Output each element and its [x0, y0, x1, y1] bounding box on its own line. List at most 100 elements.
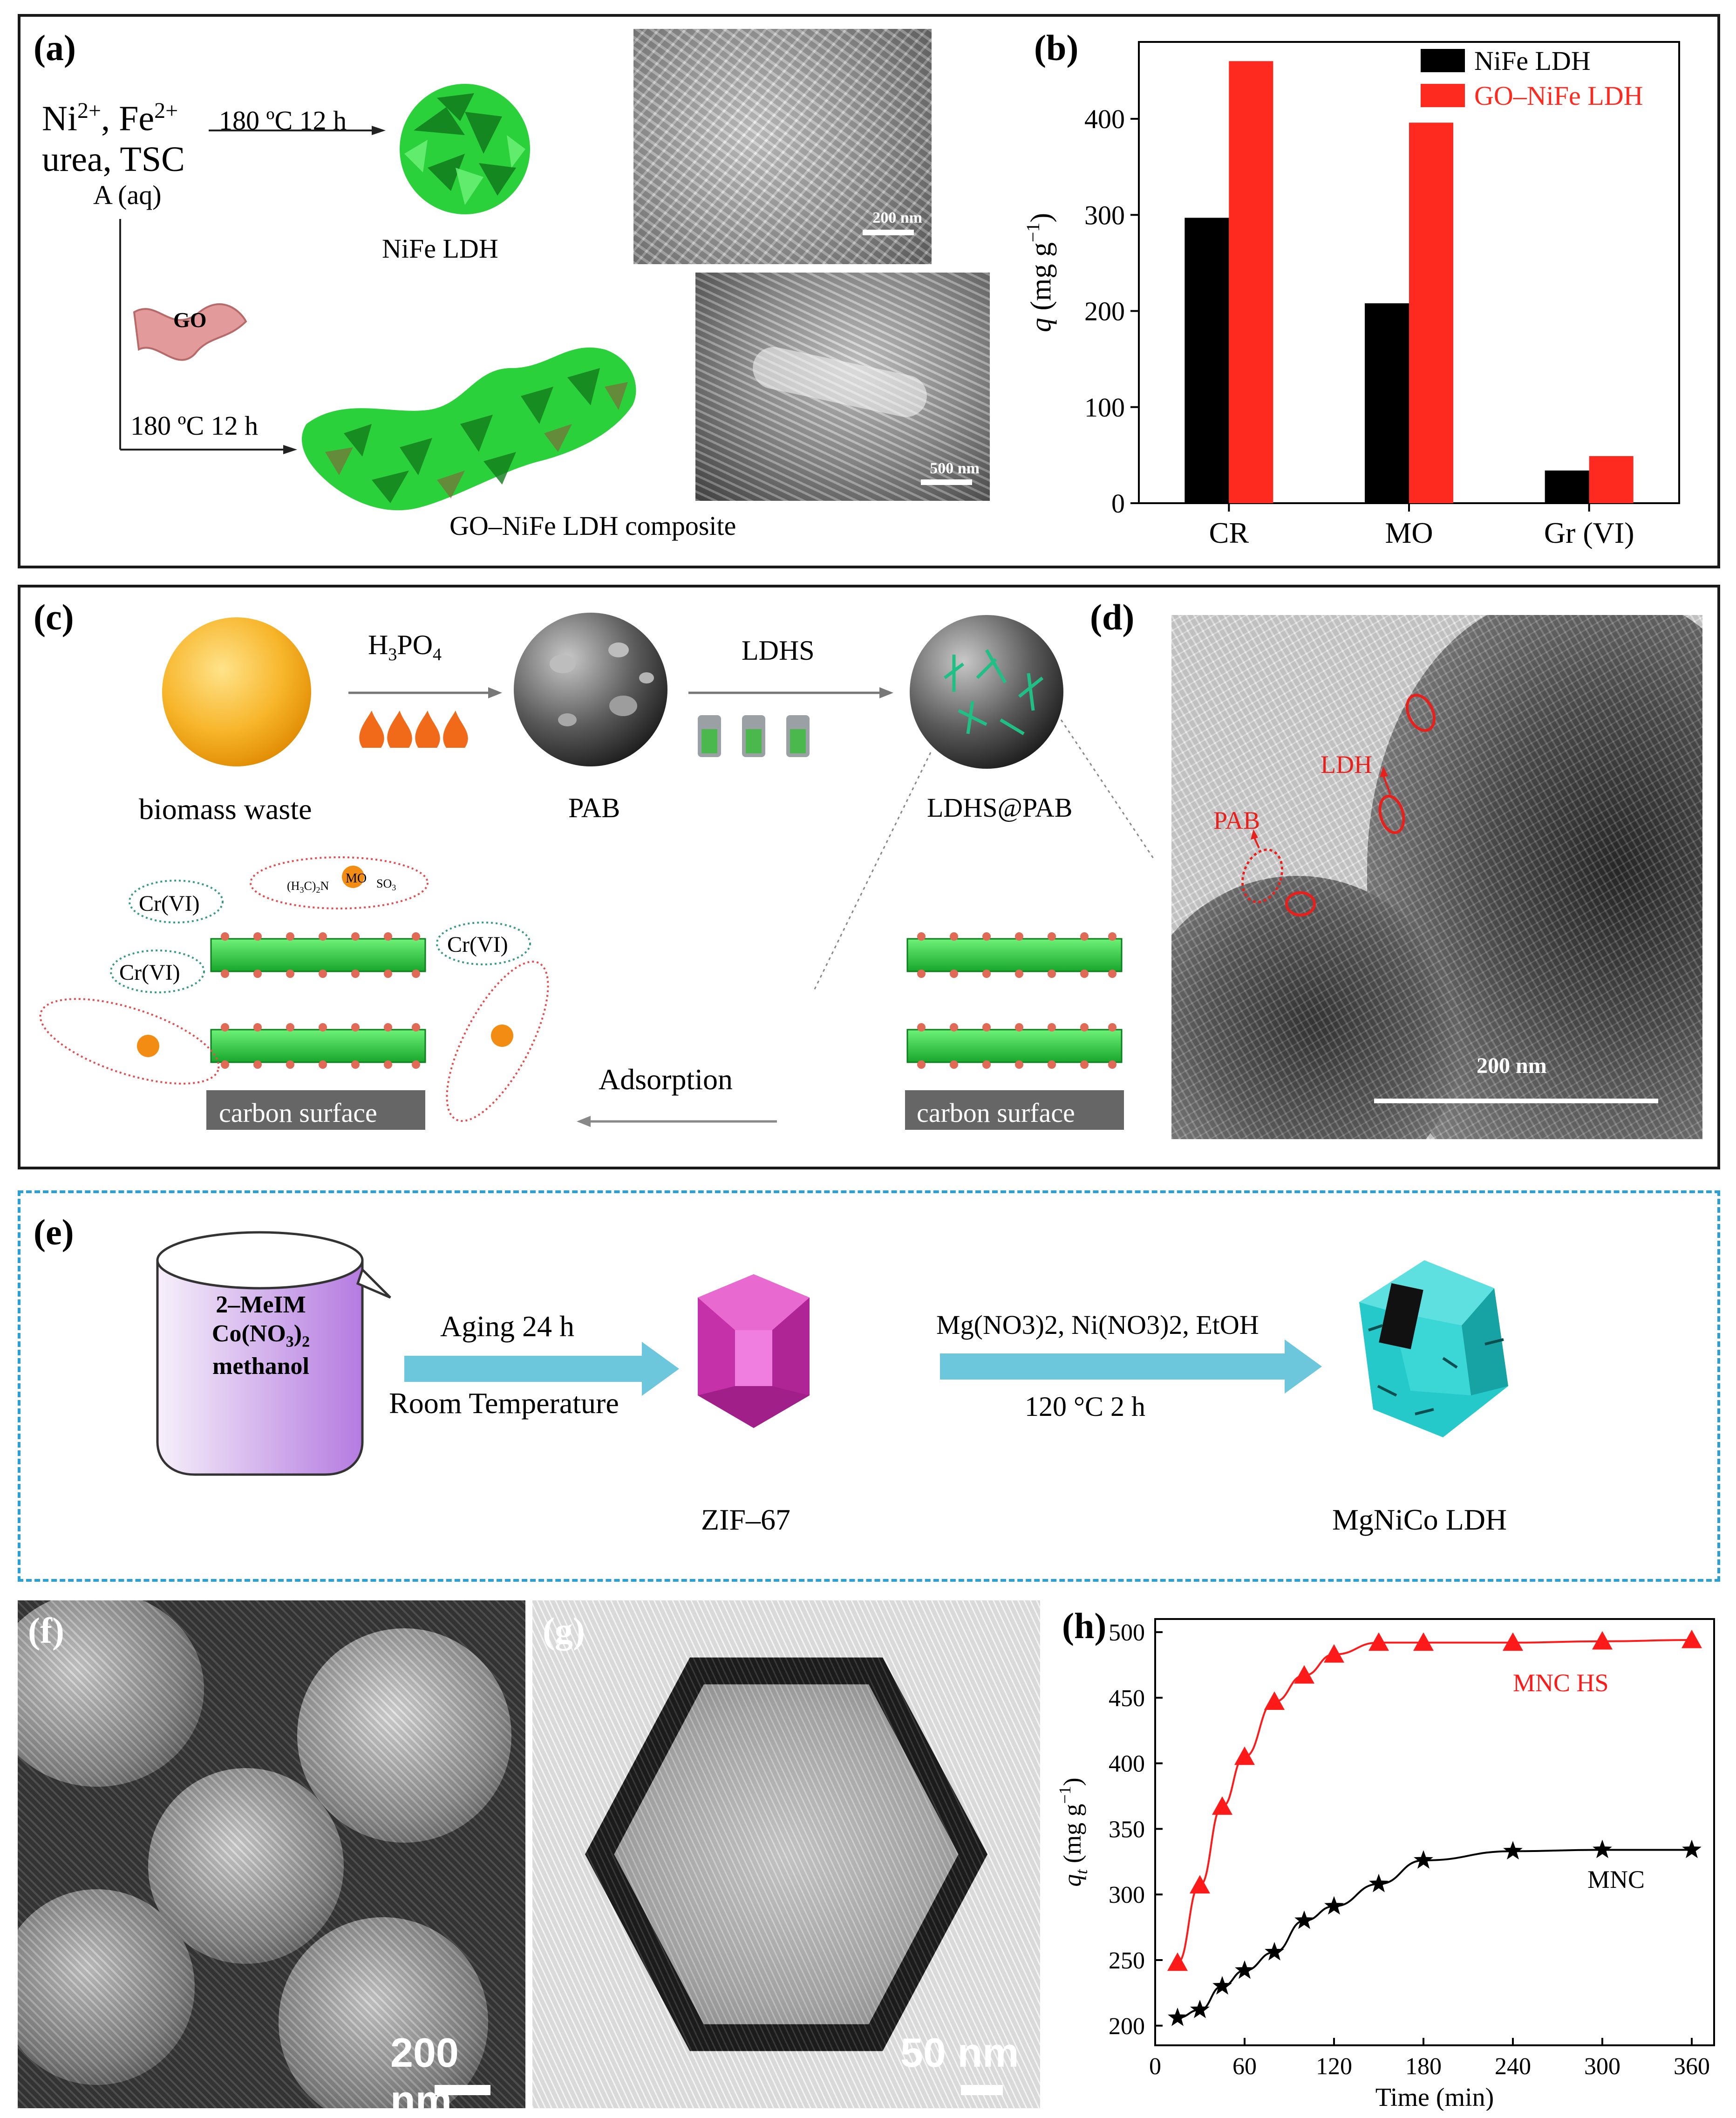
panel-h-label: (h) [1062, 1606, 1107, 1646]
carbon-surface-label-left: carbon surface [219, 1098, 377, 1128]
data-point-triangle [1592, 1631, 1613, 1650]
plot-frame [1154, 1618, 1715, 2046]
sem-scale-label-500nm: 500 nm [930, 460, 980, 477]
precursor-text: Ni2+, Fe2+ urea, TSC A (aq) [42, 98, 185, 211]
data-point-star [1682, 1839, 1702, 1858]
data-point-triangle [1324, 1644, 1344, 1663]
sem-image-nife-ldh: 200 nm [633, 29, 932, 264]
go-nife-composite-icon [302, 347, 636, 511]
beaker-line2: Co(NO [211, 1320, 286, 1347]
precursor-urea: urea, TSC [42, 139, 185, 179]
tem-pab-label: PAB [1213, 806, 1260, 834]
product-top: NiFe LDH [382, 233, 498, 264]
pab-label: PAB [568, 793, 620, 823]
step2-top-label: Mg(NO3)2, Ni(NO3)2, EtOH [936, 1310, 1259, 1340]
x-tick-label: 60 [1232, 2053, 1257, 2080]
h3po4-po: PO [397, 629, 433, 660]
tem-scale-bar-g [961, 2085, 1003, 2095]
mo-ellipse [446, 961, 549, 1122]
y-tick-label: 200 [1084, 296, 1125, 327]
step1-top-label: Aging 24 h [440, 1310, 574, 1343]
cr-vi-label: Cr(VI) [447, 932, 508, 957]
precursor-fe-charge: 2+ [154, 98, 178, 123]
ldh-layer-stack-left [210, 932, 426, 1069]
sem-image-mnc-hs: 200 nm [18, 1600, 525, 2108]
go-sheet-icon [133, 303, 247, 361]
data-point-triangle [1682, 1630, 1702, 1648]
beaker-line2-sub2: 2 [302, 1333, 310, 1351]
cr-vi-ellipse [110, 950, 205, 993]
panel-e-label: (e) [34, 1212, 74, 1252]
mo-ellipse [39, 998, 220, 1085]
bar [1185, 218, 1229, 503]
cr-vi-ellipse [129, 880, 224, 923]
panel-d-label: (d) [1090, 597, 1135, 637]
h3po4-label: H3PO4 [368, 629, 442, 665]
beaker-line2-sub: 3 [286, 1333, 294, 1351]
panel-b-label: (b) [1034, 27, 1079, 68]
beaker-line2-end: ) [293, 1320, 302, 1347]
tem-annotations [1241, 694, 1436, 916]
ldhs-pab-sphere-icon [910, 615, 1063, 769]
scheme-c-graphics: (H3C)2N SO3 [39, 613, 1154, 1130]
data-point-triangle [1264, 1691, 1285, 1710]
data-point-triangle [1234, 1746, 1255, 1765]
ldhs-vials-icon [698, 715, 810, 757]
data-point-star [1324, 1896, 1344, 1915]
y-axis-label: q (mg g−1) [1022, 213, 1057, 332]
sem-scale-label-200nm: 200 nm [872, 209, 922, 226]
step2-bottom-label: 120 °C 2 h [1025, 1391, 1146, 1422]
y-tick-label: 200 [1109, 2013, 1145, 2040]
panel-c-label: (c) [34, 597, 74, 637]
adsorption-label: Adsorption [599, 1063, 733, 1096]
panel-cd-frame [18, 585, 1720, 1169]
series-label: MNC [1587, 1865, 1645, 1893]
data-point-star [1190, 1999, 1210, 2018]
x-tick-label: 120 [1316, 2053, 1352, 2080]
y-tick-label: 450 [1109, 1685, 1145, 1712]
beaker-text: 2–MeIM Co(NO3)2 methanol [184, 1291, 338, 1381]
flame-icons [359, 711, 468, 748]
h3po4-sub4: 4 [433, 645, 442, 664]
mo-molecule-icon [342, 866, 364, 888]
data-point-star [1265, 1942, 1284, 1961]
x-axis-label: Time (min) [1375, 2083, 1494, 2111]
data-point-star [1168, 2007, 1187, 2026]
sem-scale-bar [921, 479, 972, 485]
carbon-surface-left [206, 1090, 425, 1130]
legend-label: NiFe LDH [1474, 46, 1591, 76]
condition-bottom: 180 ºC 12 h [130, 410, 259, 441]
data-point-triangle [1190, 1875, 1210, 1894]
step1-bottom-label: Room Temperature [389, 1387, 619, 1420]
cr-vi-label: Cr(VI) [139, 891, 200, 916]
carbon-surface-right [905, 1090, 1124, 1130]
tem-ldh-label: LDH [1321, 751, 1372, 779]
h3po4-h: H [368, 629, 388, 660]
mgnico-ldh-crystal-icon [1359, 1260, 1508, 1437]
sem-scale-label-f: 200 nm [390, 2029, 459, 2108]
panel-ab-frame [18, 14, 1720, 568]
tem-scale-label-g: 50 nm [900, 2029, 1019, 2076]
y-tick-label: 400 [1084, 104, 1125, 134]
data-point-star [1414, 1850, 1433, 1869]
zif67-label: ZIF–67 [701, 1503, 790, 1536]
y-tick-label: 100 [1084, 392, 1125, 423]
y-tick-label: 0 [1111, 488, 1125, 519]
precursor-ni-charge: 2+ [77, 98, 102, 123]
product-bottom: GO–NiFe LDH composite [449, 511, 736, 541]
bar [1545, 470, 1589, 503]
data-point-star [1503, 1841, 1523, 1860]
x-tick-label: CR [1209, 516, 1249, 549]
sem-scale-bar-f [435, 2085, 490, 2095]
sem-scale-bar [863, 230, 914, 235]
go-label: GO [173, 308, 207, 332]
x-tick-label: MO [1385, 516, 1433, 549]
ldhs-label: LDHS [742, 635, 815, 666]
tem-image-ldhs-pab: 200 nm [1171, 615, 1702, 1139]
cr-vi-ellipse [436, 922, 531, 965]
svg-text:(H3C)2N: (H3C)2N [287, 879, 329, 895]
tem-scale-bar [1374, 1099, 1658, 1103]
biomass-sphere-icon [162, 617, 311, 766]
x-tick-label: 0 [1149, 2053, 1161, 2080]
data-point-star [1294, 1910, 1314, 1929]
